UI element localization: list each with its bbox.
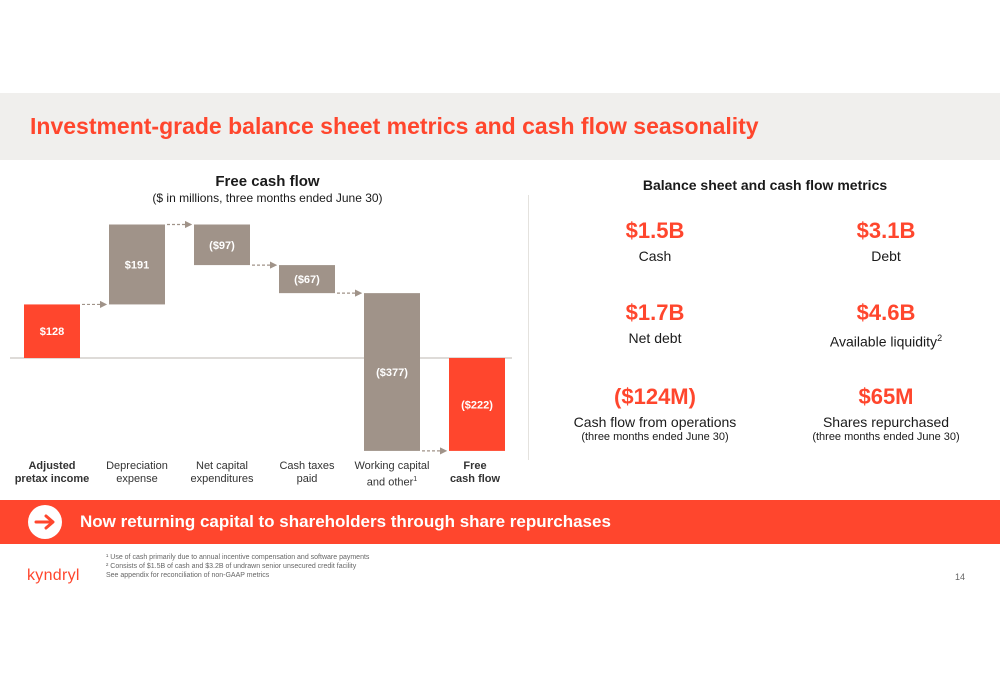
panel-divider — [528, 195, 529, 460]
metric-label: Cash — [638, 248, 672, 264]
category-label: Cash taxes paid — [279, 460, 335, 485]
metric-label: Debt — [871, 248, 901, 264]
bar-value-label: $191 — [125, 259, 149, 271]
page-title: Investment-grade balance sheet metrics a… — [30, 113, 759, 139]
title-band: Investment-grade balance sheet metrics a… — [0, 93, 1000, 160]
metric-value: $1.5B — [625, 218, 685, 243]
metric-value: ($124M) — [614, 384, 696, 409]
metric-cash: $1.5B Cash — [545, 218, 765, 265]
waterfall-bar — [109, 224, 165, 305]
metrics-title: Balance sheet and cash flow metrics — [642, 177, 888, 193]
footnote: ² Consists of $1.5B of cash and $3.2B of… — [106, 563, 357, 570]
kyndryl-logo: kyndryl — [27, 567, 80, 584]
waterfall-chart: $128 $191 ($97) ($67) ($377) ($222) — [10, 220, 512, 455]
metric-note: (three months ended June 30) — [812, 431, 960, 443]
footnote-marker: 2 — [937, 333, 943, 343]
metric-debt: $3.1B Debt — [776, 218, 996, 265]
metric-note: (three months ended June 30) — [581, 431, 729, 443]
bar-value-label: ($377) — [376, 367, 408, 379]
waterfall-bar — [364, 293, 420, 451]
footnotes: ¹ Use of cash primarily due to annual in… — [106, 553, 369, 580]
arrow-right-icon — [28, 505, 62, 539]
category-label: Free cash flow — [449, 460, 501, 485]
footnote: ¹ Use of cash primarily due to annual in… — [106, 554, 370, 561]
chart-title: Free cash flow — [215, 173, 320, 190]
metric-cash-flow-operations: ($124M) Cash flow from operations (three… — [545, 384, 765, 444]
category-label: Working capital and other1 — [354, 460, 430, 489]
metric-value: $3.1B — [856, 218, 916, 243]
bar-value-label: ($222) — [461, 399, 493, 411]
metric-net-debt: $1.7B Net debt — [545, 300, 765, 347]
category-label: Adjusted pretax income — [14, 460, 90, 485]
metric-shares-repurchased: $65M Shares repurchased (three months en… — [776, 384, 996, 444]
footnote: See appendix for reconciliation of non-G… — [106, 572, 270, 579]
metric-label: Shares repurchased — [822, 414, 950, 430]
waterfall-bar — [279, 265, 335, 294]
bar-value-label: ($67) — [294, 274, 320, 286]
metric-value: $1.7B — [625, 300, 685, 325]
category-label: Net capital expenditures — [190, 460, 254, 485]
metric-label: Cash flow from operations — [573, 414, 737, 430]
bar-value-label: ($97) — [209, 240, 235, 252]
waterfall-bar — [24, 304, 80, 358]
bar-value-label: $128 — [40, 326, 64, 338]
waterfall-bar — [194, 224, 250, 266]
metric-available-liquidity: $4.6B Available liquidity2 — [776, 300, 996, 351]
metric-label: Available liquidity — [829, 333, 938, 350]
callout-banner: Now returning capital to shareholders th… — [0, 500, 1000, 544]
metric-value: $4.6B — [856, 300, 916, 325]
metric-value: $65M — [858, 384, 914, 409]
chart-subtitle: ($ in millions, three months ended June … — [152, 191, 383, 205]
metric-label: Net debt — [628, 330, 682, 346]
banner-text: Now returning capital to shareholders th… — [80, 512, 611, 531]
page-number: 14 — [955, 572, 966, 582]
waterfall-bar — [449, 358, 505, 451]
category-label: Depreciation expense — [106, 460, 168, 485]
